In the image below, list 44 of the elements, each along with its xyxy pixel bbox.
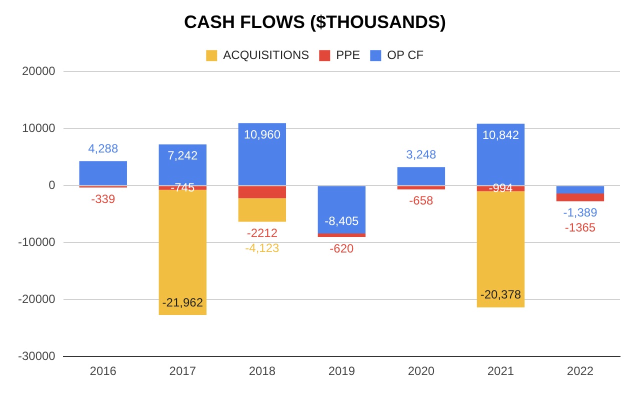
bar xyxy=(318,186,366,234)
y-tick-label: 0 xyxy=(48,178,56,192)
data-label: 10,960 xyxy=(244,127,281,142)
data-label: 4,288 xyxy=(88,141,118,156)
x-tick-label: 2016 xyxy=(90,364,117,378)
bar xyxy=(318,234,366,238)
x-tick-label: 2021 xyxy=(487,364,514,378)
bar xyxy=(476,191,525,308)
data-label: -20,378 xyxy=(480,288,522,302)
chart-title: CASH FLOWS ($THOUSANDS) xyxy=(184,12,446,32)
data-label: -2212 xyxy=(246,226,278,240)
y-tick-label: 20000 xyxy=(22,64,56,78)
data-label: -620 xyxy=(330,241,354,256)
data-label: -339 xyxy=(91,192,116,206)
data-label: 3,248 xyxy=(406,147,437,162)
x-tick-label: 2022 xyxy=(566,364,594,378)
data-label: -1,389 xyxy=(563,206,598,220)
y-tick-label: -30000 xyxy=(18,348,56,363)
bar xyxy=(238,123,286,186)
bar xyxy=(79,161,127,186)
data-label: -4,123 xyxy=(245,241,280,256)
x-tick-label: 2020 xyxy=(408,364,435,378)
bar xyxy=(238,186,286,198)
legend-label: PPE xyxy=(336,48,360,62)
data-label: -21,962 xyxy=(162,295,204,310)
data-label: 10,842 xyxy=(482,128,520,142)
data-label: -8,405 xyxy=(324,214,360,228)
bar xyxy=(556,186,604,194)
bar xyxy=(397,186,446,190)
bar xyxy=(476,124,525,186)
bar xyxy=(556,194,604,202)
y-tick-label: -10000 xyxy=(18,234,56,249)
y-tick-label: -20000 xyxy=(18,292,56,306)
data-label: -658 xyxy=(409,194,434,208)
x-tick-label: 2017 xyxy=(169,364,196,378)
legend-label: OP CF xyxy=(387,48,424,62)
legend-label: ACQUISITIONS xyxy=(223,48,310,62)
x-tick-label: 2018 xyxy=(248,364,276,378)
bar xyxy=(397,167,446,186)
data-label: -1365 xyxy=(564,220,596,235)
x-tick-label: 2019 xyxy=(328,364,356,378)
bar xyxy=(238,198,286,222)
data-label: 7,242 xyxy=(168,148,198,163)
y-tick-label: 10000 xyxy=(22,120,56,135)
